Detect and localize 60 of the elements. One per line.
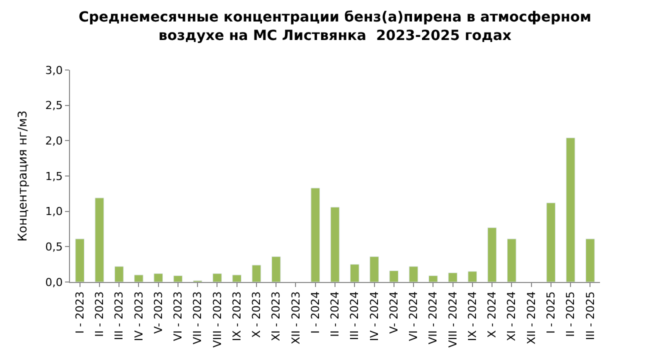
y-axis-title: Концентрация нг/м3 [16, 110, 30, 242]
x-tick-label: IV - 2024 [368, 291, 381, 342]
x-tick-label: I - 2024 [308, 291, 322, 334]
y-tick-label: 0,0 [45, 276, 63, 289]
y-tick-label: 3,0 [45, 64, 63, 77]
bar [212, 273, 222, 282]
y-tick-label: 2,5 [45, 99, 63, 112]
x-tick-label: XI - 2023 [270, 291, 283, 342]
x-tick-label: XII - 2024 [524, 291, 538, 344]
y-tick-label: 1,5 [45, 170, 63, 183]
bar [114, 266, 124, 282]
x-tick-label: X - 2024 [486, 291, 499, 338]
x-tick-label: VII - 2024 [426, 291, 440, 344]
x-tick-label: VI - 2023 [172, 291, 185, 342]
bar [507, 238, 516, 282]
x-tick-label: VI - 2024 [407, 291, 420, 342]
bar [586, 238, 595, 282]
x-tick-label: VIII - 2024 [446, 291, 460, 348]
bar [350, 264, 360, 282]
x-tick-label: II - 2023 [93, 291, 106, 337]
bar [154, 273, 163, 282]
bar [94, 198, 104, 282]
x-tick-label: V- 2023 [152, 291, 165, 334]
y-tick-label: 1,0 [45, 205, 63, 218]
bar [370, 256, 379, 282]
bar [75, 238, 84, 282]
x-tick-label: II - 2025 [564, 291, 578, 337]
bar [428, 275, 438, 282]
x-tick-label: X - 2023 [250, 291, 264, 338]
x-tick-label: III - 2025 [584, 291, 597, 340]
bar [487, 227, 497, 282]
x-tick-label: IV - 2023 [132, 291, 146, 342]
bar [408, 266, 418, 282]
x-tick-label: III - 2024 [348, 291, 362, 340]
x-tick-label: III - 2023 [112, 291, 126, 340]
bar [468, 271, 478, 282]
x-tick-label: VII - 2023 [191, 291, 204, 344]
x-tick-label: VIII - 2023 [210, 291, 224, 348]
bar [252, 264, 262, 282]
bar [330, 206, 340, 282]
x-tick-label: I - 2025 [544, 291, 558, 334]
x-tick-label: XI - 2024 [505, 291, 518, 342]
bar [389, 270, 399, 282]
bar [310, 188, 320, 282]
bar [134, 274, 144, 282]
bar [566, 138, 576, 282]
x-tick-label: IX - 2023 [230, 291, 244, 342]
x-tick-label: V- 2024 [387, 291, 400, 334]
y-tick-label: 0,5 [45, 240, 63, 254]
bar [173, 275, 183, 282]
x-tick-label: II - 2024 [328, 291, 342, 337]
y-tick-label: 2,0 [45, 134, 63, 148]
bar [271, 256, 281, 282]
x-tick-label: I - 2023 [73, 291, 86, 334]
x-tick-label: IX - 2024 [466, 291, 479, 342]
bar [448, 272, 458, 282]
chart-title: Среднемесячные концентрации бенз(а)пирена в атмосферном воздухе на МС Листвянка 2023-2025 годах [78, 10, 592, 44]
bar [232, 274, 242, 282]
x-tick-label: XII - 2023 [289, 291, 302, 344]
bar [546, 202, 556, 282]
